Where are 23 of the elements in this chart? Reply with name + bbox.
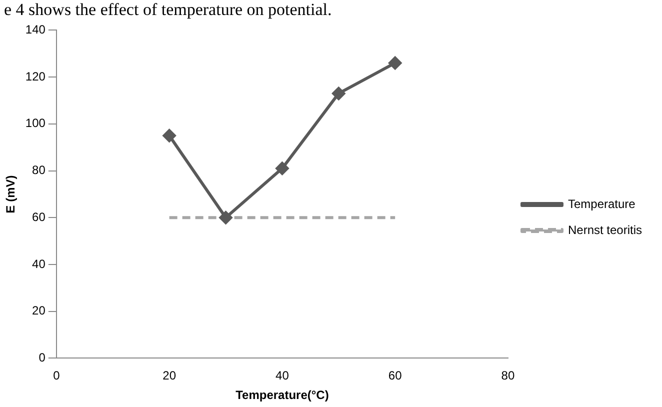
legend-label: Nernst teoritis bbox=[568, 222, 642, 237]
point bbox=[332, 86, 346, 100]
x-tick-label: 60 bbox=[388, 368, 402, 383]
y-tick-label: 60 bbox=[32, 210, 46, 224]
y-tick-label: 100 bbox=[25, 116, 46, 130]
x-tick-label: 20 bbox=[162, 368, 176, 383]
y-tick-label: 0 bbox=[38, 350, 46, 365]
point bbox=[388, 56, 402, 70]
y-tick-label: 140 bbox=[25, 22, 46, 37]
y-axis-title: E (mV) bbox=[4, 175, 18, 214]
x-tick-label: 0 bbox=[53, 368, 60, 383]
y-tick-label: 80 bbox=[32, 163, 46, 178]
point bbox=[276, 162, 289, 175]
x-tick-label: 40 bbox=[276, 368, 290, 383]
legend-label: Temperature bbox=[568, 196, 636, 211]
y-tick-label: 120 bbox=[25, 69, 46, 84]
point bbox=[162, 129, 176, 142]
x-tick-label: 80 bbox=[501, 368, 515, 383]
point bbox=[219, 211, 232, 224]
y-tick-label: 20 bbox=[32, 304, 46, 318]
x-axis-title: Temperature(°C) bbox=[236, 388, 329, 402]
text: e 4 shows the effect of temperature on potential. bbox=[3, 0, 333, 20]
y-tick-label: 40 bbox=[32, 256, 46, 271]
